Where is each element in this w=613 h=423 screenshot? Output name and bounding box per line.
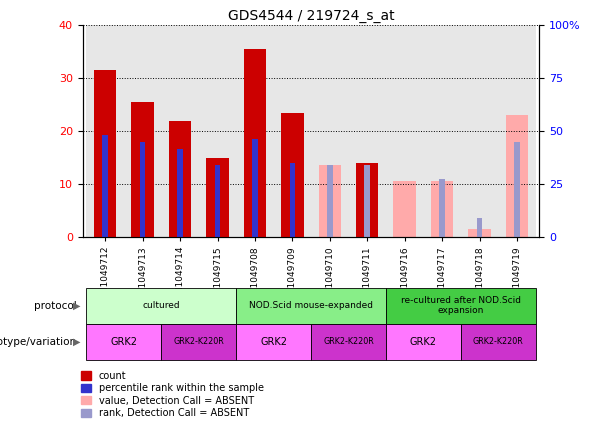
Bar (161, 25, 199, 237)
Bar (498, 25, 536, 237)
Bar (349, 25, 386, 237)
Bar (94, 70, 116, 237)
Bar (140, 142, 145, 237)
Bar (244, 49, 266, 237)
Text: NOD.Scid mouse-expanded: NOD.Scid mouse-expanded (249, 301, 373, 310)
Bar (102, 135, 108, 237)
Text: GRK2: GRK2 (260, 337, 287, 346)
Bar (311, 25, 349, 237)
Bar (215, 165, 220, 237)
Title: GDS4544 / 219724_s_at: GDS4544 / 219724_s_at (228, 9, 394, 23)
Text: ▶: ▶ (73, 337, 80, 346)
Text: GRK2-K220R: GRK2-K220R (323, 337, 374, 346)
Bar (327, 165, 333, 237)
Bar (319, 165, 341, 237)
Legend: count, percentile rank within the sample, value, Detection Call = ABSENT, rank, : count, percentile rank within the sample… (82, 371, 264, 418)
Text: genotype/variation: genotype/variation (0, 337, 77, 346)
Text: GRK2: GRK2 (410, 337, 437, 346)
Text: cultured: cultured (143, 301, 180, 310)
Bar (252, 139, 257, 237)
Bar (236, 25, 273, 237)
Bar (394, 181, 416, 237)
Bar (356, 163, 378, 237)
Bar (386, 25, 424, 237)
Text: ▶: ▶ (73, 301, 80, 310)
Bar (461, 25, 498, 237)
Bar (365, 165, 370, 237)
Text: GRK2: GRK2 (110, 337, 137, 346)
Text: GRK2-K220R: GRK2-K220R (473, 337, 524, 346)
Bar (131, 102, 154, 237)
Text: protocol: protocol (34, 301, 77, 310)
Bar (440, 179, 445, 237)
Bar (289, 163, 295, 237)
Bar (199, 25, 236, 237)
Text: re-cultured after NOD.Scid
expansion: re-cultured after NOD.Scid expansion (401, 296, 521, 315)
Bar (506, 115, 528, 237)
Bar (86, 25, 124, 237)
Bar (424, 25, 461, 237)
Bar (177, 149, 183, 237)
Bar (169, 121, 191, 237)
Bar (431, 181, 454, 237)
Text: GRK2-K220R: GRK2-K220R (173, 337, 224, 346)
Bar (468, 229, 491, 237)
Bar (281, 113, 303, 237)
Bar (207, 158, 229, 237)
Bar (124, 25, 161, 237)
Bar (514, 142, 520, 237)
Bar (273, 25, 311, 237)
Bar (365, 165, 370, 237)
Bar (477, 218, 482, 237)
